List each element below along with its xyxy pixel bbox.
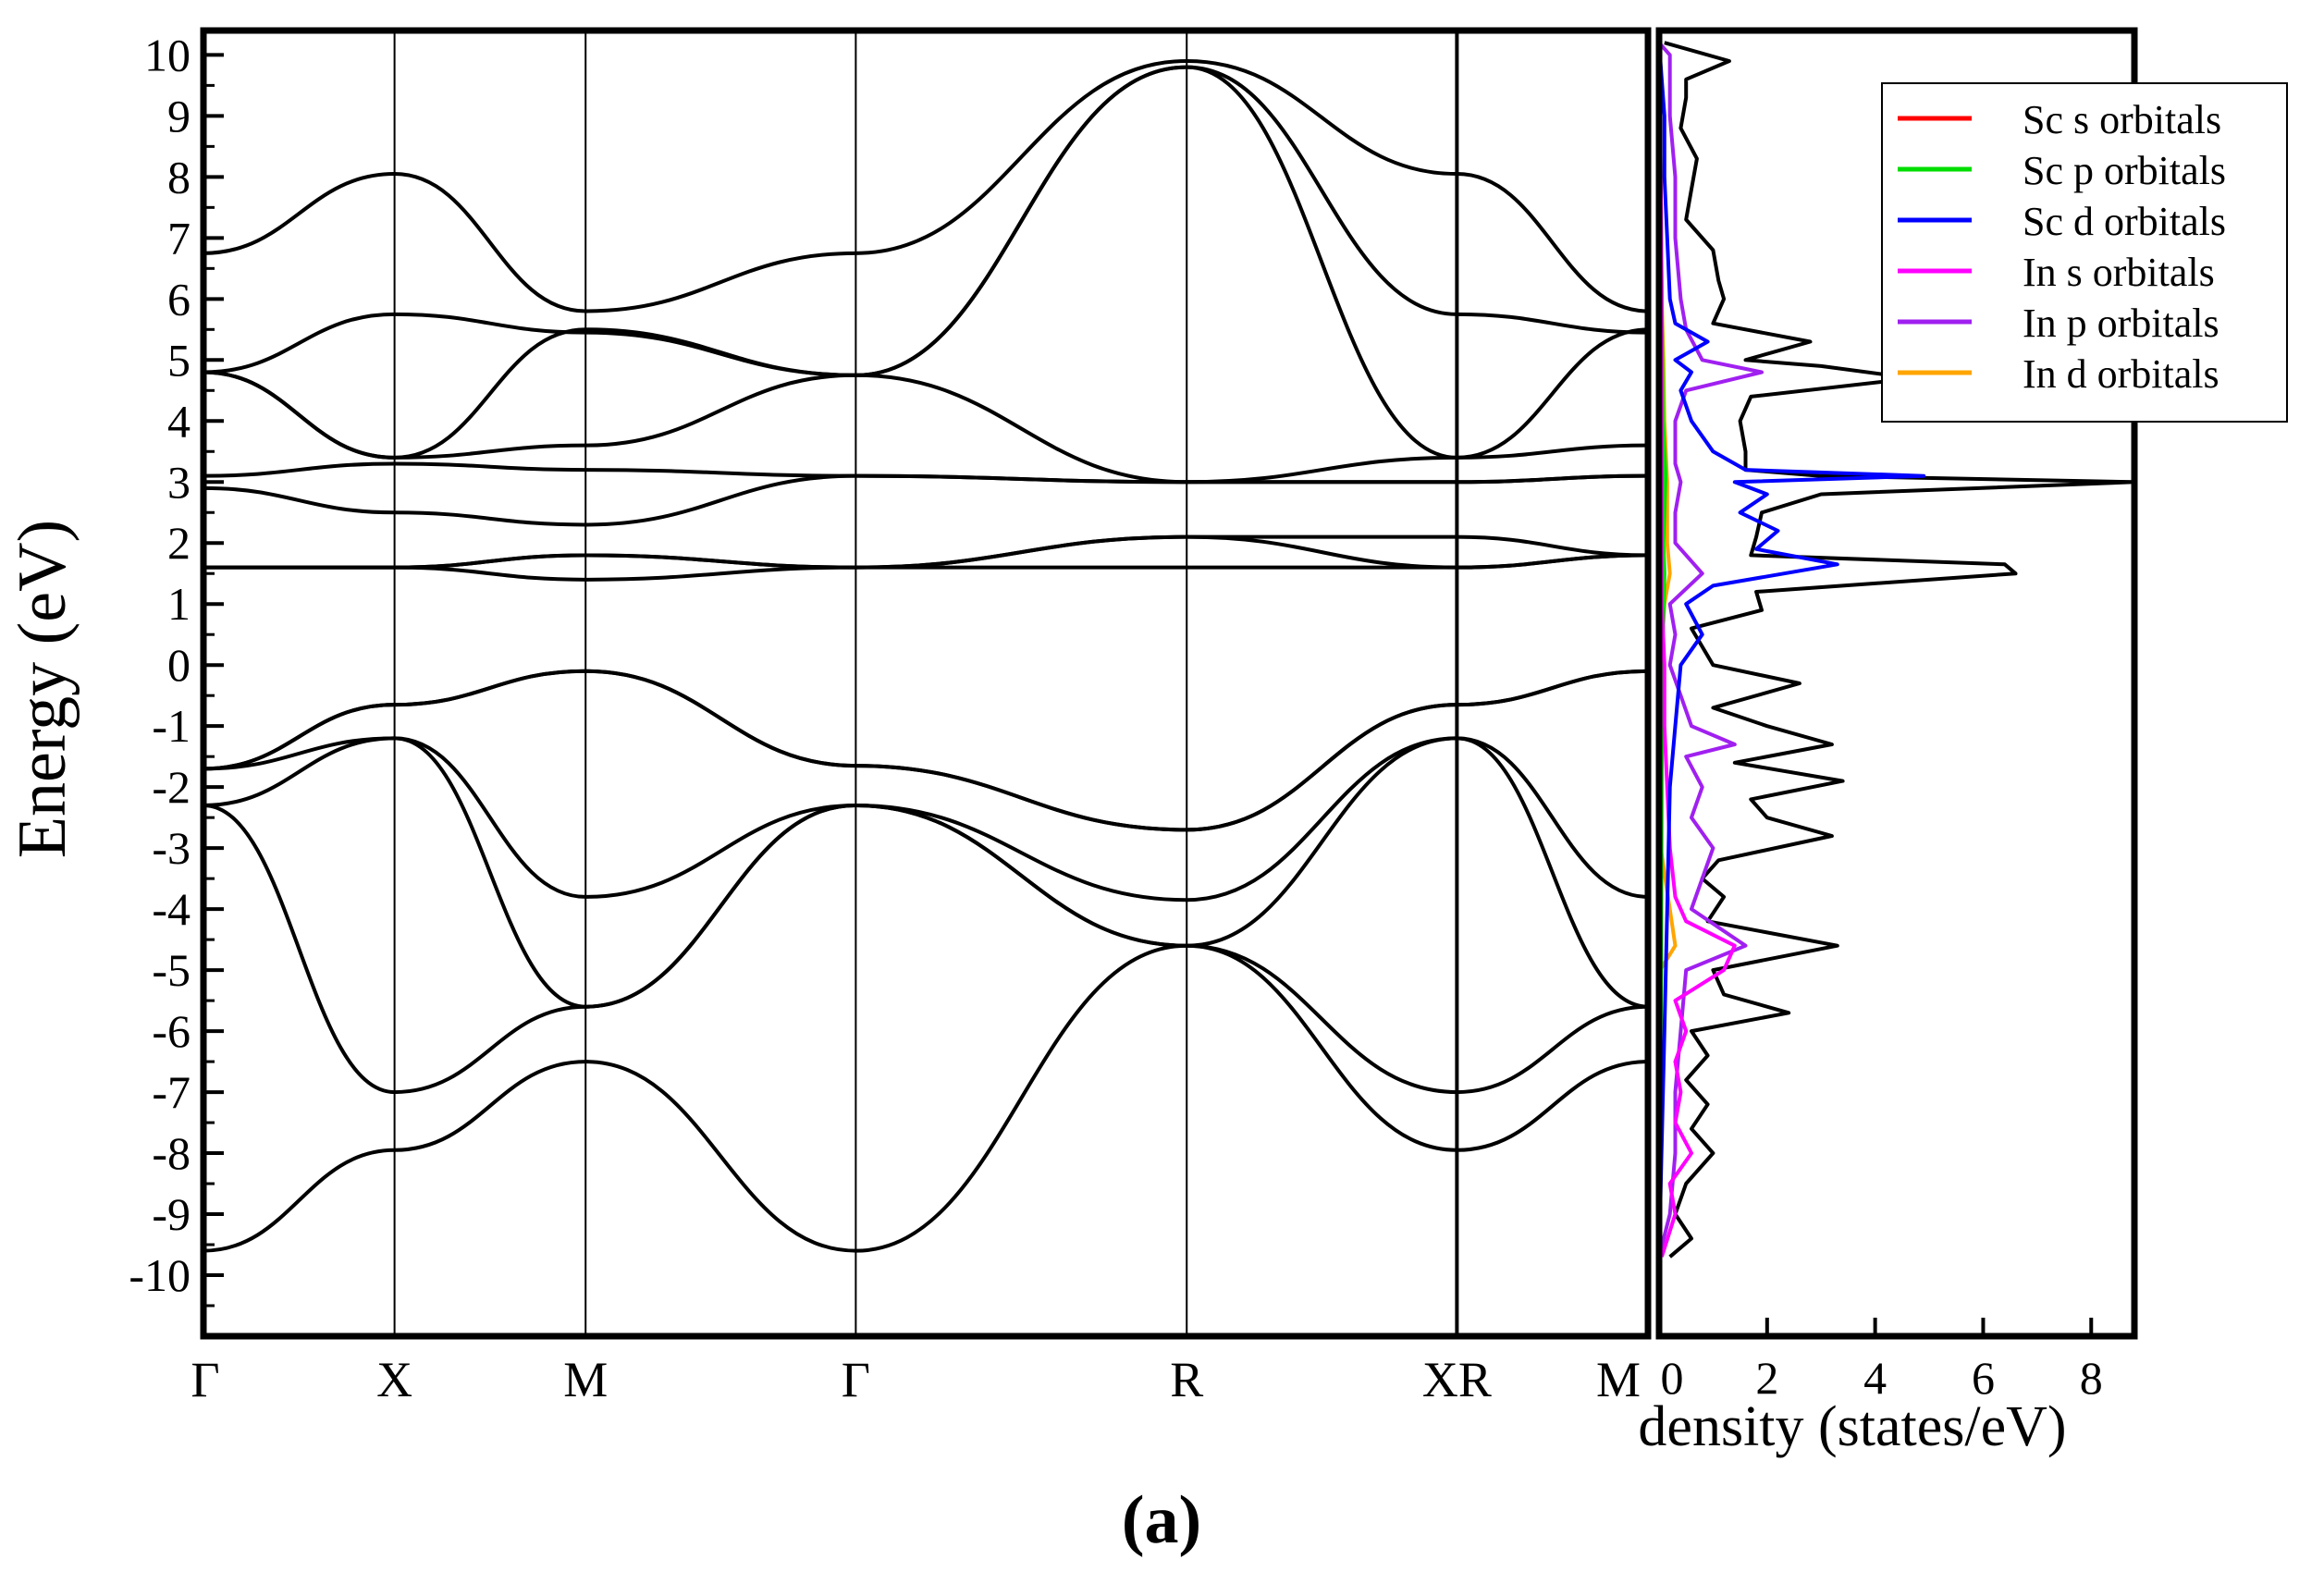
band-lines: [203, 58, 1649, 1253]
energy-tick-label: 9: [167, 90, 191, 141]
density-tick-label: 4: [1863, 1352, 1887, 1404]
dos-panel: 0 2 4 6 8 Sc s orbitals Sc p orbitals Sc d orb…: [1655, 27, 2288, 1404]
kpoint-labels: Γ X M Γ R XR M: [191, 1352, 1641, 1407]
energy-tick-label: -3: [152, 822, 191, 874]
energy-tick-label: -8: [152, 1127, 191, 1179]
kpoint-label: Γ: [191, 1352, 219, 1407]
band-curve: [203, 534, 1649, 570]
energy-tick-label: -1: [152, 700, 191, 752]
band-curve: [203, 669, 1649, 832]
kpoint-label: X: [376, 1352, 412, 1407]
energy-tick-label: -2: [152, 761, 191, 813]
density-axis-label: density (states/eV): [1638, 1395, 2066, 1458]
kpoint-label: XR: [1422, 1352, 1492, 1407]
energy-tick-label: 8: [167, 151, 191, 203]
band-curve: [203, 943, 1649, 1253]
energy-tick-label: -10: [129, 1249, 191, 1301]
energy-tick-label: 10: [144, 29, 191, 80]
band-curve: [203, 803, 1649, 1095]
legend-label: Sc p orbitals: [2023, 148, 2226, 193]
figure-label: (a): [1122, 1482, 1201, 1558]
dos-curve: [1657, 41, 1764, 1258]
legend-label: In p orbitals: [2023, 301, 2219, 346]
band-curve: [203, 58, 1649, 313]
dos-curve: [1657, 43, 1737, 1258]
dos-plot-frame: [1655, 27, 2138, 1340]
legend-label: In d orbitals: [2023, 351, 2219, 397]
kpoint-label: Γ: [842, 1352, 870, 1407]
kpoint-label: M: [563, 1352, 608, 1407]
band-plot-frame: [200, 27, 1652, 1340]
legend: Sc s orbitals Sc p orbitals Sc d orbitals I…: [1881, 82, 2288, 423]
legend-label: Sc s orbitals: [2023, 97, 2221, 142]
energy-tick-label: 1: [167, 578, 191, 630]
energy-tick-label: -4: [152, 883, 191, 935]
energy-tick-label: -9: [152, 1188, 191, 1240]
legend-label: Sc d orbitals: [2023, 199, 2226, 244]
dos-curve: [1664, 41, 2136, 1259]
energy-tick-label: 7: [167, 212, 191, 264]
energy-tick-label: -7: [152, 1066, 191, 1118]
band-curve: [203, 461, 1649, 485]
energy-tick-label: 0: [167, 639, 191, 691]
density-tick-label: 2: [1755, 1352, 1778, 1404]
legend-label: In s orbitals: [2023, 250, 2215, 295]
density-ticks: 0 2 4 6 8: [1657, 1318, 2103, 1404]
dos-curve: [1657, 43, 1926, 1258]
density-tick-label: 6: [1972, 1352, 1995, 1404]
band-curve: [203, 65, 1649, 377]
kpoint-lines: [393, 31, 1459, 1336]
kpoint-label: M: [1596, 1352, 1641, 1407]
energy-axis-label: Energy (eV): [5, 520, 80, 858]
energy-tick-label: 3: [167, 456, 191, 508]
kpoint-label: R: [1170, 1352, 1203, 1407]
band-curve: [203, 736, 1649, 1009]
energy-tick-label: 5: [167, 334, 191, 386]
energy-tick-label: -6: [152, 1005, 191, 1057]
legend-box: [1881, 82, 2288, 423]
band-curve: [203, 534, 1649, 570]
band-curve: [203, 669, 1649, 832]
energy-tick-label: 4: [167, 395, 191, 447]
band-curve: [203, 736, 1649, 903]
energy-tick-label: 6: [167, 273, 191, 325]
energy-tick-label: 2: [167, 517, 191, 569]
density-tick-label: 8: [2080, 1352, 2103, 1404]
density-tick-label: 0: [1661, 1352, 1684, 1404]
band-curve: [203, 65, 1649, 460]
energy-tick-label: -5: [152, 944, 191, 996]
